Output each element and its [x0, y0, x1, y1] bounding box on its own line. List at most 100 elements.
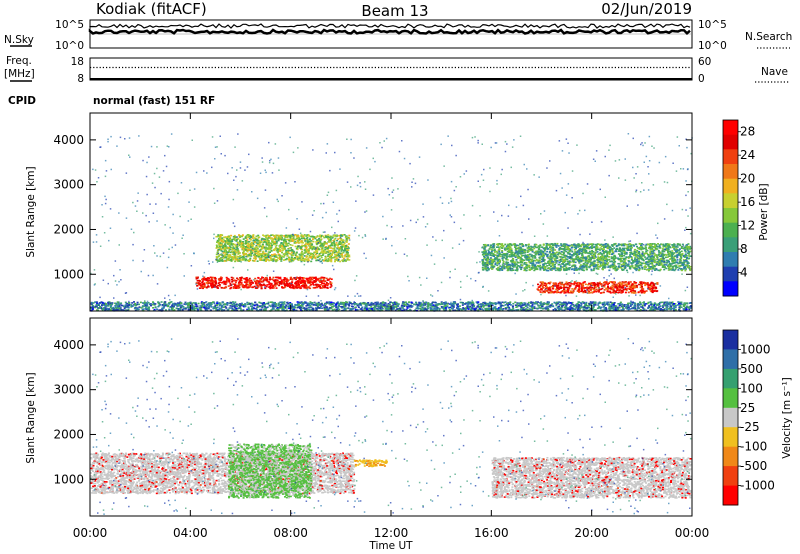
power-cell [247, 236, 250, 239]
power-cell [663, 264, 666, 266]
power-cell [545, 269, 548, 272]
power-cell [239, 246, 242, 248]
power-cell [324, 284, 327, 286]
power-cell [613, 281, 616, 283]
power-cell [225, 246, 228, 248]
power-cell [656, 290, 659, 292]
power-cell [318, 237, 321, 240]
power-cell [539, 281, 542, 283]
power-cell [530, 260, 533, 263]
power-cell [533, 267, 536, 269]
power-cell [267, 281, 270, 283]
power-cell [256, 247, 259, 250]
power-cell [636, 255, 639, 257]
power-cell [511, 251, 514, 254]
power-cell [287, 235, 290, 238]
power-cell [306, 250, 309, 252]
power-cell [271, 254, 273, 257]
power-cell [557, 269, 560, 272]
power-cell [655, 262, 658, 264]
power-cell [223, 287, 226, 289]
power-cell [674, 260, 677, 262]
power-cell [599, 265, 602, 267]
power-cell [649, 287, 651, 290]
power-cell [280, 234, 283, 237]
power-cell [487, 244, 490, 246]
power-cell [675, 261, 678, 264]
power-cell [304, 286, 307, 288]
power-cell [607, 266, 610, 268]
power-cell [328, 236, 331, 239]
power-cell [549, 288, 552, 291]
power-cell [639, 263, 642, 266]
power-cell [539, 251, 542, 253]
power-cell [558, 261, 561, 263]
power-cell [526, 264, 529, 266]
power-cell [542, 263, 545, 266]
power-cell [495, 243, 498, 246]
power-cell [330, 235, 333, 238]
power-cell [673, 255, 676, 257]
power-cell [347, 247, 350, 249]
power-cell [680, 256, 683, 259]
power-cell [266, 244, 269, 246]
power-cell [573, 287, 576, 290]
power-cell [650, 267, 653, 269]
power-cell [531, 266, 534, 268]
power-cell [539, 264, 542, 267]
power-cell [665, 246, 668, 248]
power-cell [674, 262, 676, 264]
power-cell [546, 250, 549, 253]
power-cell [254, 277, 257, 280]
power-cell [594, 290, 596, 292]
power-cell [334, 253, 337, 256]
power-cell [269, 282, 272, 285]
power-cell [682, 264, 685, 267]
power-cell [582, 286, 585, 289]
power-cell [567, 289, 570, 291]
power-cell [562, 254, 565, 256]
power-cell [522, 245, 525, 247]
power-cell [323, 242, 326, 245]
power-cell [216, 245, 219, 248]
power-cell [679, 244, 682, 247]
power-cell [653, 269, 656, 271]
power-cell [622, 262, 625, 265]
power-cell [504, 249, 507, 251]
power-cell [318, 254, 321, 256]
power-cell [261, 237, 264, 240]
power-cell [513, 262, 516, 265]
power-cell [648, 269, 650, 271]
power-cell [638, 255, 641, 257]
power-cell [236, 247, 239, 250]
power-cell [631, 286, 634, 289]
power-cell [584, 283, 587, 286]
power-cell [320, 251, 323, 253]
power-cell [245, 280, 248, 282]
power-cell [606, 259, 609, 261]
power-cell [669, 264, 672, 267]
power-cell [660, 264, 663, 266]
power-cell [321, 287, 324, 289]
power-cell [664, 253, 667, 256]
power-cell [630, 257, 633, 259]
power-cell [586, 243, 589, 245]
power-cell [279, 258, 281, 261]
power-cell [640, 282, 642, 285]
power-cell [293, 242, 296, 244]
power-cell [231, 256, 234, 258]
power-cell [603, 257, 606, 259]
power-cell [538, 246, 541, 248]
power-cell [255, 240, 258, 242]
power-cell [232, 286, 235, 288]
power-cell [315, 283, 318, 286]
power-cell [674, 249, 677, 251]
power-cell [277, 248, 280, 251]
power-cell [235, 246, 238, 248]
power-cell [290, 253, 293, 255]
power-cell [484, 250, 487, 253]
power-cell [493, 255, 496, 257]
power-cell [308, 256, 311, 259]
power-cell [345, 237, 348, 240]
power-cell [225, 280, 228, 283]
